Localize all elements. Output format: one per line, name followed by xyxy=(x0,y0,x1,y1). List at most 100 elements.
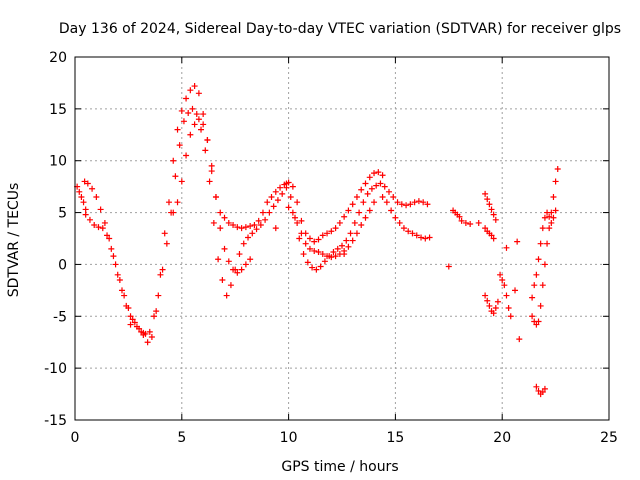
data-point xyxy=(302,240,309,247)
data-point xyxy=(501,282,508,289)
x-tick-label: 5 xyxy=(177,430,186,446)
data-point xyxy=(467,220,474,227)
data-point xyxy=(539,282,546,289)
data-point xyxy=(165,199,172,206)
data-point xyxy=(91,222,98,229)
data-point xyxy=(155,292,162,299)
data-point xyxy=(554,166,561,173)
x-tick-label: 10 xyxy=(280,430,298,446)
data-point xyxy=(373,182,380,189)
data-point xyxy=(544,209,551,216)
x-tick-label: 25 xyxy=(600,430,618,446)
data-point xyxy=(353,230,360,237)
data-point xyxy=(84,180,91,187)
data-point xyxy=(187,131,194,138)
data-point xyxy=(193,111,200,118)
x-tick-label: 20 xyxy=(493,430,511,446)
data-point xyxy=(379,172,386,179)
data-point xyxy=(274,197,281,204)
data-point xyxy=(106,235,113,242)
data-point xyxy=(317,263,324,270)
data-point xyxy=(178,178,185,185)
data-point xyxy=(544,240,551,247)
data-point xyxy=(497,271,504,278)
data-point xyxy=(321,258,328,265)
data-point xyxy=(529,313,536,320)
data-point xyxy=(82,211,89,218)
data-point xyxy=(240,240,247,247)
data-point xyxy=(418,234,425,241)
data-point xyxy=(539,225,546,232)
data-point xyxy=(99,225,106,232)
data-point xyxy=(234,269,241,276)
data-point xyxy=(144,339,151,346)
data-point xyxy=(486,201,493,208)
data-point xyxy=(219,276,226,283)
data-point xyxy=(394,199,401,206)
data-point xyxy=(328,254,335,261)
data-point xyxy=(227,282,234,289)
data-point xyxy=(550,214,557,221)
y-tick-label: 20 xyxy=(49,50,67,66)
series-arc-d xyxy=(170,116,254,276)
data-point xyxy=(245,234,252,241)
data-point xyxy=(462,219,469,226)
data-point xyxy=(238,266,245,273)
data-point xyxy=(300,251,307,258)
data-point xyxy=(405,228,412,235)
data-point xyxy=(208,168,215,175)
data-point xyxy=(343,237,350,244)
data-point xyxy=(174,126,181,133)
data-point xyxy=(339,242,345,249)
data-point xyxy=(499,276,506,283)
data-point xyxy=(409,230,416,237)
data-point xyxy=(174,199,181,206)
data-point xyxy=(381,183,388,190)
data-point xyxy=(247,256,254,263)
data-point xyxy=(238,225,245,232)
data-point xyxy=(104,232,111,239)
data-point xyxy=(121,292,128,299)
data-point xyxy=(330,248,337,255)
data-point xyxy=(294,199,301,206)
data-point xyxy=(313,266,320,273)
data-point xyxy=(358,222,365,229)
data-point xyxy=(95,224,102,231)
data-point xyxy=(398,201,405,208)
data-point xyxy=(170,209,177,216)
data-point xyxy=(289,183,296,190)
data-point xyxy=(170,157,177,164)
data-point xyxy=(80,199,87,206)
series-arc-e xyxy=(283,180,431,273)
series-arc-j xyxy=(482,225,497,242)
data-point xyxy=(490,235,497,242)
data-point xyxy=(249,230,256,237)
data-point xyxy=(148,334,155,341)
data-point xyxy=(221,245,228,252)
data-point xyxy=(546,213,553,220)
data-point xyxy=(272,188,279,195)
data-point xyxy=(392,214,399,221)
data-point xyxy=(97,206,104,213)
data-point xyxy=(360,199,367,206)
data-point xyxy=(277,184,284,191)
data-point xyxy=(426,234,433,241)
series-arc-o xyxy=(531,207,559,289)
data-point xyxy=(488,206,495,213)
data-point xyxy=(345,243,352,250)
series-arc-h xyxy=(450,207,474,227)
data-point xyxy=(383,199,390,206)
data-point xyxy=(298,217,305,224)
data-point xyxy=(242,224,249,231)
data-point xyxy=(396,219,403,226)
data-point xyxy=(349,201,356,208)
x-tick-label: 0 xyxy=(71,430,80,446)
data-point xyxy=(550,194,557,201)
data-point xyxy=(420,199,427,206)
data-point xyxy=(108,245,115,252)
series-arc-m xyxy=(514,238,523,343)
data-point xyxy=(490,211,497,218)
data-point xyxy=(176,142,183,149)
data-point xyxy=(371,170,378,177)
data-point xyxy=(533,271,540,278)
